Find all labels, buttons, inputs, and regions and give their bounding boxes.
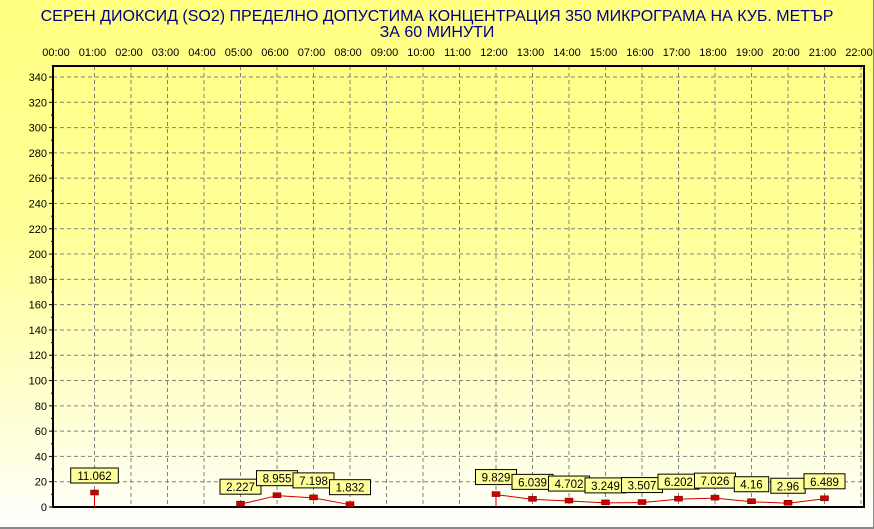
plot-border [52,65,865,508]
data-point [90,489,99,496]
y-tick-label: 160 [29,300,47,312]
y-tick-label: 140 [29,325,47,337]
data-label: 7.198 [299,476,328,488]
series-line [751,501,789,504]
series-line [532,498,570,502]
data-label-box [219,478,262,495]
data-label: 6.039 [518,477,547,489]
data-point [309,494,318,501]
y-tick-label: 200 [29,249,47,261]
data-point [637,499,647,505]
data-point [674,495,683,502]
series-line [714,497,752,503]
series-line [678,497,716,500]
series-line [495,494,533,500]
series-line [641,498,679,504]
y-tick-label: 300 [29,123,47,135]
data-label: 4.16 [740,480,762,492]
x-tick-label: 08:00 [334,47,362,59]
y-tick-label: 60 [35,426,47,438]
data-point [564,497,574,504]
x-tick-label: 03:00 [152,47,180,59]
y-tick-label: 240 [29,198,47,210]
data-label: 6.202 [664,477,693,489]
data-point [747,498,756,504]
data-label-box [70,467,119,484]
data-point [601,499,610,506]
series-line [313,497,351,506]
data-label-box [803,473,846,490]
y-tick-label: 340 [29,72,47,84]
x-tick-label: 21:00 [809,47,837,59]
y-tick-label: 80 [35,401,47,413]
data-label: 9.829 [482,473,511,485]
data-label-box [733,476,770,493]
chart-title: СЕРЕН ДИОКСИД (SO2) ПРЕДЕЛНО ДОПУСТИМА К… [40,8,834,25]
y-tick-label: 260 [29,173,47,185]
x-tick-label: 17:00 [663,47,691,59]
x-tick-label: 05:00 [225,47,253,59]
data-label: 2.227 [226,482,255,494]
x-tick-label: 00:00 [42,47,70,59]
chart-subtitle: ЗА 60 МИНУТИ [379,24,495,41]
y-tick-label: 20 [35,477,47,489]
x-tick-label: 13:00 [517,47,545,59]
data-point [491,491,501,497]
data-label-box [329,479,371,496]
x-tick-label: 09:00 [371,47,399,59]
x-tick-label: 10:00 [407,47,435,59]
y-tick-label: 120 [29,350,47,362]
x-tick-label: 18:00 [699,47,727,59]
series-line [568,500,606,504]
x-tick-label: 14:00 [553,47,581,59]
data-label: 2.96 [777,481,799,493]
y-tick-label: 180 [29,274,47,286]
x-tick-label: 15:00 [590,47,618,59]
x-tick-label: 02:00 [115,47,143,59]
y-tick-label: 220 [29,224,47,236]
x-tick-label: 06:00 [261,47,289,59]
x-tick-label: 12:00 [480,47,508,59]
y-tick-label: 40 [35,451,47,463]
data-point [710,494,720,501]
data-point [345,501,355,507]
data-point [783,500,793,506]
series-line [240,495,278,505]
data-point [528,496,537,502]
series-line [787,498,825,504]
x-tick-label: 04:00 [188,47,216,59]
data-label: 7.026 [701,476,730,488]
data-label: 3.507 [628,481,657,493]
series-line [276,495,314,499]
data-label: 1.832 [336,483,365,495]
x-tick-label: 07:00 [298,47,326,59]
data-label: 11.062 [77,471,111,483]
data-label: 3.249 [591,481,620,493]
data-point [236,500,245,507]
y-tick-label: 280 [29,148,47,160]
data-point [272,492,282,498]
data-point [820,495,829,502]
x-tick-label: 22:00 [845,47,873,59]
data-label: 6.489 [810,477,839,489]
y-tick-label: 320 [29,97,47,109]
y-tick-label: 100 [29,376,47,388]
x-tick-label: 20:00 [772,47,800,59]
x-tick-label: 11:00 [444,47,471,59]
x-tick-label: 19:00 [736,47,764,59]
y-tick-label: 0 [41,502,47,514]
x-tick-label: 16:00 [626,47,654,59]
x-tick-label: 01:00 [79,47,107,59]
data-label: 4.702 [555,479,584,491]
data-label: 8.955 [263,474,292,486]
